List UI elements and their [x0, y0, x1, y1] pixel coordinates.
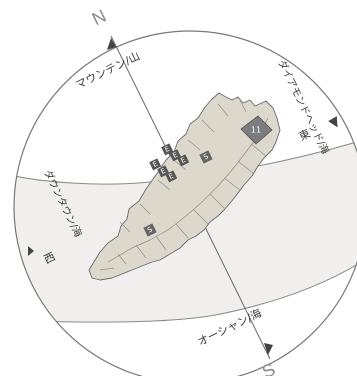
- elevator-letter: E: [151, 160, 158, 169]
- compass-north-letter: N: [89, 5, 109, 29]
- elevator-badge: [177, 154, 190, 167]
- elevator-badge: [149, 158, 162, 171]
- building-footprint: [88, 92, 281, 281]
- stair-badge: [199, 150, 213, 164]
- unit-wall: [209, 193, 225, 209]
- unit-wall: [193, 209, 209, 225]
- unit-wall: [187, 139, 201, 151]
- unit-wall: [139, 203, 151, 215]
- elevator-letter: E: [179, 156, 186, 165]
- unit-wall: [119, 221, 131, 233]
- unit-wall: [201, 119, 215, 133]
- unit-wall: [239, 99, 247, 113]
- stair-marker-lower: S: [143, 223, 157, 237]
- elevator-cluster: E E E E E E: [149, 143, 190, 183]
- elevator-letter: E: [167, 172, 174, 181]
- elevator-badge: [165, 170, 178, 183]
- unit-wall: [157, 179, 171, 191]
- elevator-letter: E: [163, 145, 170, 154]
- unit-11-number: 11: [251, 126, 261, 135]
- elevator-badge: [161, 143, 174, 156]
- south-arrow-icon: [264, 343, 273, 355]
- unit-wall: [99, 267, 115, 271]
- unit-divisions: [99, 99, 269, 271]
- west-kanji-label: 西: [42, 250, 58, 267]
- east-arrow-icon: [328, 116, 338, 128]
- stair-badge: [143, 223, 157, 237]
- unit-wall: [117, 253, 127, 265]
- stair-letter: S: [146, 225, 154, 234]
- unit-wall: [217, 103, 229, 117]
- unit-11[interactable]: 11: [240, 115, 273, 145]
- building-outline: [88, 92, 281, 281]
- north-label: マウンテン/山: [74, 49, 142, 91]
- elevator-letter: E: [171, 151, 178, 160]
- compass-ring: [13, 30, 357, 376]
- corridor-line: [107, 117, 269, 263]
- unit-wall: [135, 244, 147, 259]
- unit-wall: [175, 223, 189, 239]
- unit-wall: [250, 143, 267, 157]
- stair-letter: S: [202, 152, 210, 161]
- unit-wall: [223, 177, 241, 191]
- elevator-letter: E: [159, 167, 166, 176]
- north-arrow-icon: [107, 38, 116, 50]
- stair-marker-upper: S: [199, 150, 213, 164]
- unit-wall: [237, 160, 255, 175]
- unit-11-shape[interactable]: [240, 115, 273, 145]
- unit-wall: [173, 159, 187, 171]
- west-arrow-icon: [28, 246, 34, 256]
- unit-wall: [155, 235, 167, 251]
- east-kanji-label: 東: [297, 127, 313, 144]
